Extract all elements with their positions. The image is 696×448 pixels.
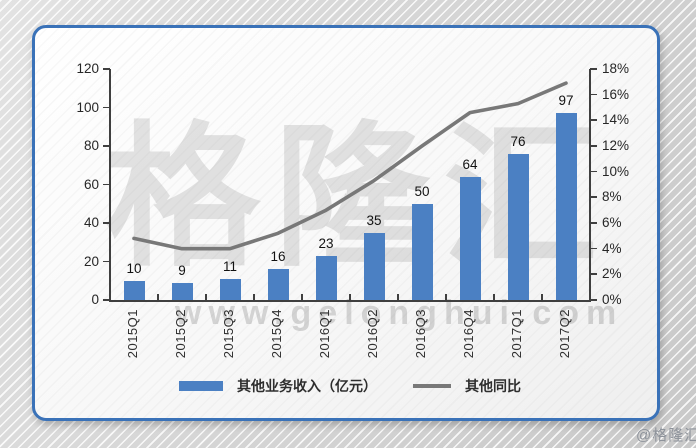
- y-axis-left-tick: [103, 183, 110, 185]
- x-axis-tick: [205, 294, 207, 300]
- line-series: [132, 81, 568, 251]
- bar: [123, 280, 145, 300]
- y-axis-left-tick-label: 40: [83, 215, 99, 230]
- x-axis-category-label: 2017Q1: [509, 309, 524, 359]
- y-axis-right-tick-label: 2%: [602, 266, 622, 282]
- bar-value-label: 76: [510, 133, 526, 149]
- bar-value-label: 11: [222, 258, 237, 274]
- x-axis-tick: [253, 294, 255, 300]
- bar: [507, 153, 529, 300]
- bar-value-label: 35: [366, 212, 382, 228]
- x-axis-tick: [157, 294, 159, 300]
- y-axis-right-tick: [590, 196, 597, 198]
- y-axis-right-tick-label: 16%: [602, 86, 630, 102]
- bar: [171, 282, 193, 300]
- y-axis-right-tick-label: 6%: [602, 215, 622, 230]
- x-axis-tick: [589, 294, 591, 300]
- bar: [363, 232, 385, 300]
- y-axis-right-tick: [590, 247, 597, 250]
- x-axis-category-label: 2016Q2: [365, 309, 380, 359]
- bar: [411, 203, 433, 300]
- y-axis-right-tick-label: 0%: [602, 292, 622, 307]
- bar-value-label: 23: [318, 235, 334, 251]
- y-axis-right-tick: [590, 68, 597, 70]
- legend-bar-label: 其他业务收入（亿元）: [237, 378, 377, 394]
- y-axis-left-tick-label: 0: [91, 292, 99, 307]
- x-axis-tick: [541, 294, 543, 300]
- x-axis-category-label: 2017Q2: [557, 309, 572, 359]
- y-axis-left-line: [109, 69, 111, 300]
- y-axis-left-tick-label: 100: [76, 99, 99, 115]
- x-axis-category-label: 2015Q3: [221, 309, 236, 359]
- x-axis-category-label: 2016Q3: [413, 309, 428, 359]
- x-axis-tick: [397, 294, 399, 300]
- bar: [219, 278, 241, 300]
- bar: [459, 176, 481, 300]
- y-axis-right-tick: [590, 119, 597, 121]
- y-axis-right-tick: [590, 170, 597, 173]
- y-axis-left-tick: [103, 106, 110, 108]
- credit-watermark: @格隆汇: [636, 427, 696, 444]
- y-axis-right-tick-label: 12%: [602, 138, 630, 153]
- y-axis-right-tick: [590, 299, 597, 301]
- y-axis-left-tick: [103, 299, 110, 301]
- y-axis-right-tick: [590, 273, 597, 275]
- x-axis-tick: [109, 294, 111, 300]
- y-axis-right-tick-label: 14%: [602, 112, 630, 128]
- x-axis-category-label: 2016Q4: [461, 309, 476, 359]
- legend: 其他业务收入（亿元） 其他同比: [110, 375, 590, 397]
- x-axis-category-label: 2015Q4: [269, 309, 284, 359]
- y-axis-right-line: [589, 69, 591, 300]
- y-axis-left-tick-label: 60: [83, 176, 99, 192]
- bar-value-label: 64: [462, 156, 478, 172]
- y-axis-left-tick-label: 120: [76, 61, 99, 76]
- y-axis-left-tick: [103, 145, 110, 147]
- y-axis-right-tick: [590, 222, 597, 224]
- y-axis-right-tick-label: 8%: [602, 189, 622, 205]
- bar: [267, 269, 289, 300]
- y-axis-right-tick-label: 4%: [602, 240, 622, 256]
- y-axis-left-tick-label: 20: [83, 253, 99, 269]
- y-axis-right-tick-label: 18%: [602, 61, 630, 76]
- x-axis-line: [109, 300, 591, 302]
- bar-value-label: 9: [178, 262, 186, 278]
- bar-value-label: 10: [126, 260, 142, 276]
- x-axis-tick: [301, 294, 303, 300]
- x-axis-tick: [349, 294, 351, 300]
- y-axis-left-tick: [103, 68, 110, 70]
- x-axis-category-label: 2015Q2: [173, 309, 188, 359]
- y-axis-right-tick: [590, 145, 597, 147]
- legend-line-label: 其他同比: [465, 378, 521, 394]
- x-axis-category-label: 2015Q1: [125, 309, 140, 359]
- y-axis-left-tick: [103, 222, 110, 224]
- bar-value-label: 50: [414, 183, 430, 199]
- plot-area: 0 20 40 60 80 100 120 0% 2% 4% 6% 8% 10% 12% 14% 16% 18%…: [35, 28, 657, 418]
- y-axis-right-tick-label: 10%: [602, 163, 630, 179]
- y-axis-left-tick: [103, 260, 110, 262]
- legend-line-swatch: [413, 384, 451, 388]
- y-axis-left-tick-label: 80: [83, 138, 99, 153]
- bar-value-label: 16: [270, 249, 286, 265]
- chart-panel: 格隆汇 www.gelonghui.com 0 20 40 60 80 100 120 0% 2…: [32, 25, 660, 421]
- line-series-path: [132, 81, 568, 251]
- x-axis-tick: [493, 294, 495, 300]
- x-axis-category-label: 2016Q1: [317, 309, 332, 359]
- bar: [555, 113, 577, 300]
- x-axis-tick: [445, 294, 447, 300]
- legend-bar-swatch: [179, 381, 223, 391]
- bar-value-label: 97: [558, 93, 574, 109]
- bar: [315, 255, 337, 300]
- y-axis-right-tick: [590, 93, 597, 96]
